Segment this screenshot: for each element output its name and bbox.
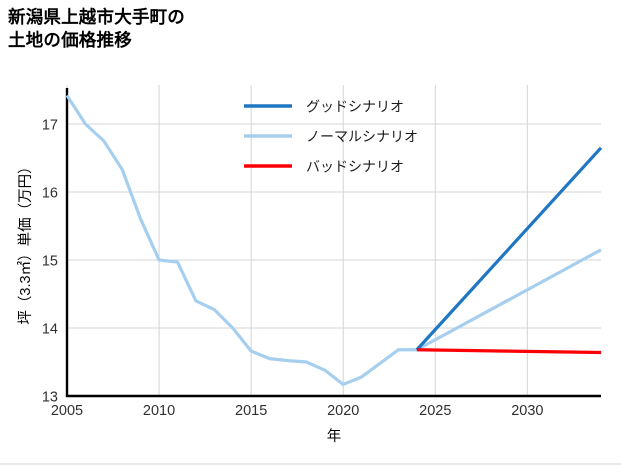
x-tick-2005: 2005 xyxy=(51,403,83,419)
page-title: 新潟県上越市大手町の 土地の価格推移 xyxy=(8,7,185,51)
bottom-divider xyxy=(0,463,621,465)
y-tick-17: 17 xyxy=(42,118,58,134)
legend-label-2: バッドシナリオ xyxy=(306,159,404,175)
x-tick-2025: 2025 xyxy=(419,403,451,419)
x-axis-label: 年 xyxy=(327,428,342,445)
x-axis-tick-labels: 2005 2010 2015 2020 2025 2030 xyxy=(51,403,544,419)
y-axis-tick-labels: 13 14 15 16 17 xyxy=(42,118,58,406)
axis-spines xyxy=(65,88,601,398)
y-tick-14: 14 xyxy=(42,322,58,338)
series-line-normal xyxy=(65,94,602,387)
data-series-group xyxy=(65,94,603,387)
series-line-bad xyxy=(416,348,602,355)
y-tick-13: 13 xyxy=(42,390,58,406)
x-tick-2010: 2010 xyxy=(143,403,175,419)
y-tick-16: 16 xyxy=(42,186,58,202)
legend-label-0: グッドシナリオ xyxy=(306,99,404,115)
y-tick-15: 15 xyxy=(42,254,58,270)
series-line-good xyxy=(415,146,603,351)
legend-label-1: ノーマルシナリオ xyxy=(306,129,418,145)
y-axis-label: 坪（3.3㎡）単価（万円） xyxy=(17,159,34,324)
x-tick-2015: 2015 xyxy=(235,403,267,419)
x-tick-2030: 2030 xyxy=(511,403,543,419)
x-tick-2020: 2020 xyxy=(327,403,359,419)
